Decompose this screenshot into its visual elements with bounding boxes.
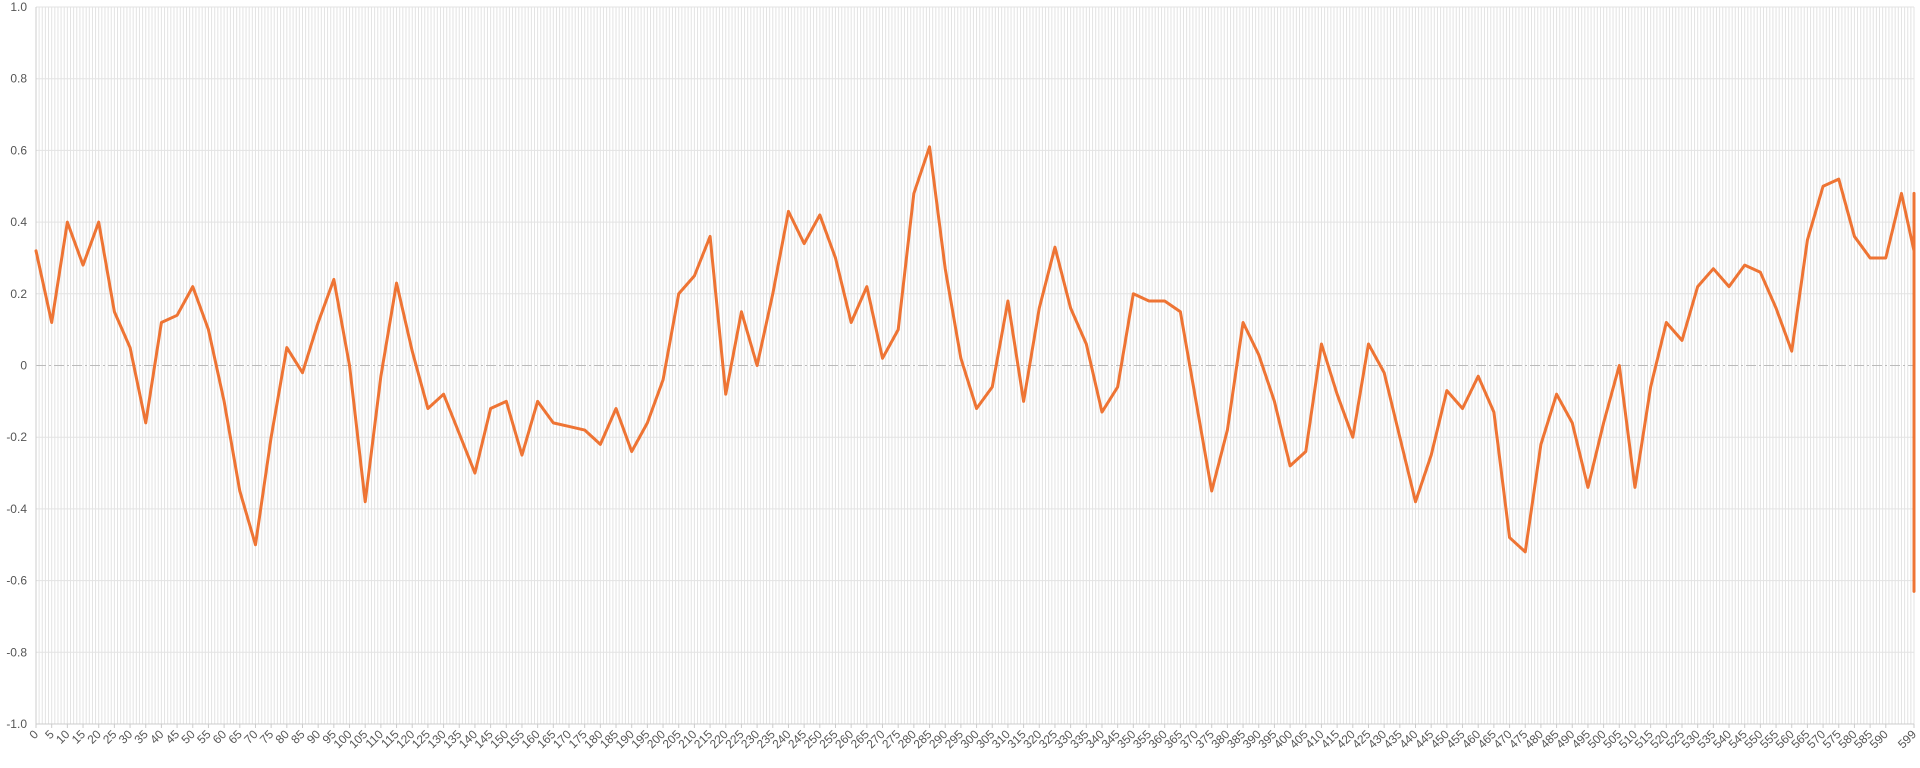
series-line xyxy=(34,145,1916,593)
y-tick-label: 0.6 xyxy=(10,143,27,157)
x-tick-labels: 0 510152025303540455055606570758085909510… xyxy=(26,724,1919,751)
y-tick-label: 0.2 xyxy=(10,287,27,301)
y-tick-label: -1.0 xyxy=(6,717,27,731)
y-tick-label: 0.8 xyxy=(10,72,27,86)
x-tick-label: 590 xyxy=(1867,727,1891,751)
x-tick-label: 0 xyxy=(26,727,41,742)
y-tick-label: -0.4 xyxy=(6,502,27,516)
y-tick-label: 1.0 xyxy=(10,0,27,14)
y-tick-label: 0.4 xyxy=(10,215,27,229)
y-tick-label: -0.8 xyxy=(6,645,27,659)
y-tick-label: 0 xyxy=(20,359,27,373)
y-tick-label: -0.2 xyxy=(6,430,27,444)
y-tick-label: -0.6 xyxy=(6,574,27,588)
y-tick-labels: 1.0 0.8 0.6 0.4 0.2 0 -0.2 -0.4 -0.6 -0.8 -1.0 xyxy=(6,0,27,731)
x-tick-label: 599 xyxy=(1895,727,1919,751)
